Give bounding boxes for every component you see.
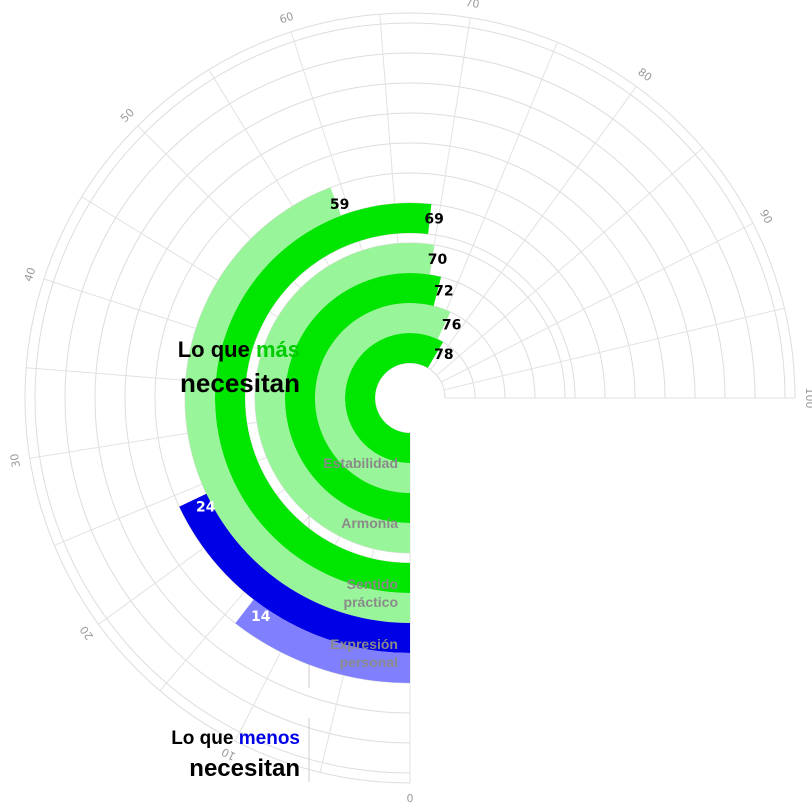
tick-label: 90 <box>757 207 775 225</box>
grid-spoke <box>430 86 637 370</box>
tick-label: 70 <box>465 0 481 11</box>
grid-spoke <box>440 222 754 383</box>
tick-label: 30 <box>8 453 23 469</box>
bar-value-label: 70 <box>428 252 448 268</box>
tick-label: 0 <box>407 791 414 804</box>
chart-bars <box>179 187 451 683</box>
group-label-line1: Lo que más <box>178 337 300 362</box>
tick-label: 60 <box>278 10 295 27</box>
grid-ring <box>374 362 446 434</box>
bar-value-label: 76 <box>442 318 461 334</box>
grid-spoke <box>443 307 785 391</box>
bar <box>254 243 435 553</box>
group-label-line2: necesitan <box>180 368 300 398</box>
category-labels: Estabilidad Armonía Sentido práctico Expresi… <box>323 455 398 670</box>
tick-label: 100 <box>803 388 812 409</box>
category-label: Armonía <box>341 515 398 531</box>
bar-value-label: 59 <box>330 197 349 213</box>
bar-value-label: 78 <box>434 347 453 363</box>
value-labels: 78 76 72 70 69 59 24 14 <box>196 197 461 625</box>
bar <box>344 333 444 463</box>
grid-spoke <box>436 147 704 376</box>
bar-value-label: 69 <box>424 212 443 228</box>
category-label: Expresión personal <box>330 636 398 670</box>
bar <box>179 493 410 653</box>
tick-label: 40 <box>22 266 39 283</box>
tick-label: 10 <box>219 745 237 763</box>
group-labels: Lo que más necesitan Lo que menos necesitan <box>171 337 300 782</box>
group-label-line2: necesitan <box>189 755 300 782</box>
tick-label: 80 <box>635 65 654 84</box>
tick-label: 20 <box>77 623 96 642</box>
bar <box>184 187 410 623</box>
bar-value-label: 24 <box>196 500 216 516</box>
tick-label: 50 <box>118 106 137 125</box>
bar-value-label: 72 <box>434 284 453 300</box>
bar <box>235 599 410 683</box>
group-label-line1: Lo que menos <box>171 728 300 749</box>
bar <box>215 202 432 593</box>
category-label: Sentido práctico <box>344 576 398 610</box>
tick-labels: 0 10 20 30 40 50 60 70 80 90 100 <box>8 0 812 804</box>
bar <box>315 303 451 493</box>
category-label: Estabilidad <box>323 455 398 471</box>
bar-value-label: 14 <box>251 609 271 625</box>
bar <box>285 272 442 523</box>
